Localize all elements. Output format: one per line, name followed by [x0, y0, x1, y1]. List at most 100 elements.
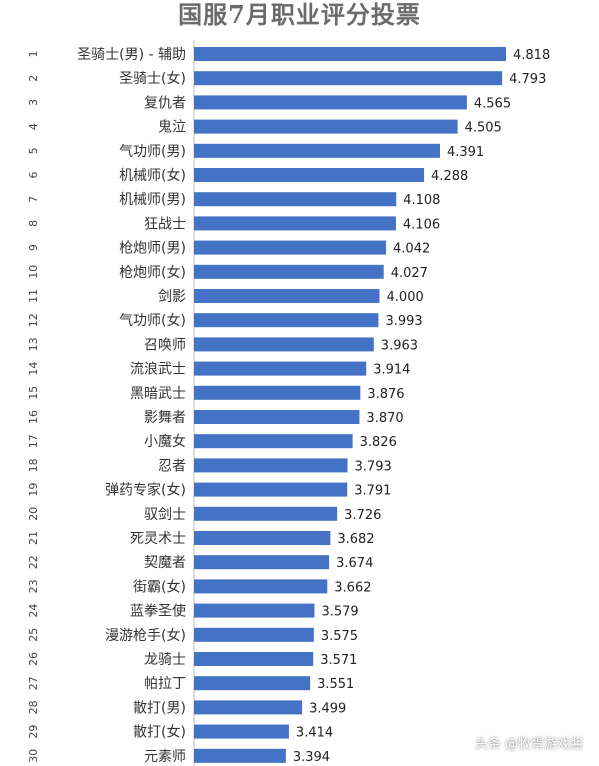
bar-value-label: 4.288: [431, 169, 468, 184]
bar: [194, 700, 303, 715]
bar: [194, 337, 374, 352]
bar-value-label: 3.726: [344, 508, 381, 523]
rank-label: 15: [27, 386, 40, 400]
category-label: 圣骑士(男) - 辅助: [77, 47, 186, 63]
rank-label: 11: [27, 289, 40, 303]
bar: [194, 47, 506, 61]
category-label: 机械师(男): [119, 192, 186, 208]
category-label: 忍者: [158, 458, 186, 474]
category-label: 剑影: [158, 289, 186, 305]
bar: [194, 410, 360, 424]
bar: [194, 71, 503, 86]
bar: [194, 676, 311, 691]
category-label: 街霸(女): [133, 578, 186, 595]
bar-value-label: 3.682: [337, 532, 374, 547]
bar: [194, 434, 353, 449]
bar-value-label: 4.505: [465, 121, 502, 136]
category-label: 漫游枪手(女): [105, 627, 186, 644]
rank-label: 27: [27, 676, 40, 690]
category-label: 弹药专家(女): [105, 482, 186, 499]
bar: [194, 506, 338, 521]
bar-value-label: 4.027: [391, 266, 428, 281]
bar-value-label: 3.394: [293, 750, 330, 765]
rank-label: 22: [27, 555, 40, 569]
bar: [194, 192, 397, 207]
bar: [194, 603, 315, 618]
rank-label: 8: [27, 220, 40, 227]
bar-value-label: 3.791: [354, 484, 391, 499]
bar-value-label: 4.000: [387, 290, 424, 305]
category-label: 机械师(女): [119, 167, 186, 184]
category-label: 契魔者: [144, 555, 186, 571]
chart-title: 国服7月职业评分投票: [178, 0, 421, 29]
bar-value-label: 4.391: [447, 145, 484, 160]
bar-value-label: 3.551: [317, 677, 354, 692]
bar-value-label: 3.414: [296, 726, 333, 741]
rank-label: 7: [27, 196, 40, 203]
bar-value-label: 3.876: [367, 387, 404, 402]
bar-value-label: 3.662: [334, 580, 371, 595]
category-label: 影舞者: [144, 410, 186, 426]
bar: [194, 289, 380, 303]
bar-value-label: 3.963: [381, 338, 418, 353]
bar-value-label: 3.674: [336, 556, 373, 571]
category-label: 狂战士: [144, 216, 186, 232]
bar-value-label: 4.793: [509, 72, 546, 87]
bar-value-label: 3.575: [321, 629, 358, 644]
category-label: 散打(女): [133, 724, 186, 741]
category-label: 气功师(女): [119, 312, 186, 329]
rank-label: 4: [27, 123, 40, 130]
bar-value-label: 3.571: [320, 653, 357, 668]
category-label: 气功师(男): [119, 144, 186, 160]
rank-label: 17: [27, 434, 40, 448]
bar: [194, 216, 396, 231]
bar-value-label: 4.108: [403, 193, 440, 208]
category-label: 散打(男): [133, 699, 186, 716]
rank-label: 25: [27, 628, 40, 642]
category-label: 黑暗武士: [130, 386, 186, 402]
rank-label: 29: [27, 725, 40, 739]
rank-label: 9: [27, 244, 40, 251]
bar: [194, 652, 314, 666]
bar: [194, 555, 330, 570]
rank-label: 6: [27, 172, 40, 179]
category-label: 元素师: [144, 749, 186, 765]
category-label: 小魔女: [144, 433, 186, 450]
bar: [194, 458, 348, 473]
rank-label: 10: [27, 265, 40, 279]
category-label: 圣骑士(女): [119, 70, 186, 87]
bar: [194, 240, 387, 255]
rank-label: 2: [27, 75, 40, 82]
rank-label: 28: [27, 700, 40, 714]
bar-value-label: 4.106: [403, 217, 440, 232]
category-label: 死灵术士: [130, 531, 186, 547]
rank-label: 19: [27, 483, 40, 497]
category-label: 帕拉丁: [144, 676, 186, 692]
category-label: 驭剑士: [144, 507, 186, 523]
rank-label: 20: [27, 507, 40, 521]
rank-label: 5: [27, 147, 40, 154]
category-label: 流浪武士: [130, 362, 186, 378]
bar-value-label: 4.818: [513, 48, 550, 63]
bar: [194, 724, 289, 739]
rank-label: 16: [27, 410, 40, 424]
category-label: 枪炮师(男): [119, 240, 186, 257]
bar-value-label: 3.870: [366, 411, 403, 426]
bar: [194, 385, 361, 400]
category-label: 枪炮师(女): [119, 264, 186, 281]
bar-value-label: 3.993: [385, 314, 422, 329]
bar-value-label: 4.042: [393, 242, 430, 257]
bar: [194, 482, 348, 497]
rank-label: 18: [27, 458, 40, 472]
category-label: 复仇者: [144, 94, 186, 111]
bar-value-label: 3.914: [373, 363, 410, 378]
bar-value-label: 3.826: [360, 435, 397, 450]
bar: [194, 264, 384, 279]
bar-value-label: 3.579: [321, 605, 358, 620]
bar: [194, 168, 425, 182]
bar: [194, 361, 367, 376]
rank-label: 13: [27, 337, 40, 351]
category-label: 召唤师: [144, 336, 186, 353]
